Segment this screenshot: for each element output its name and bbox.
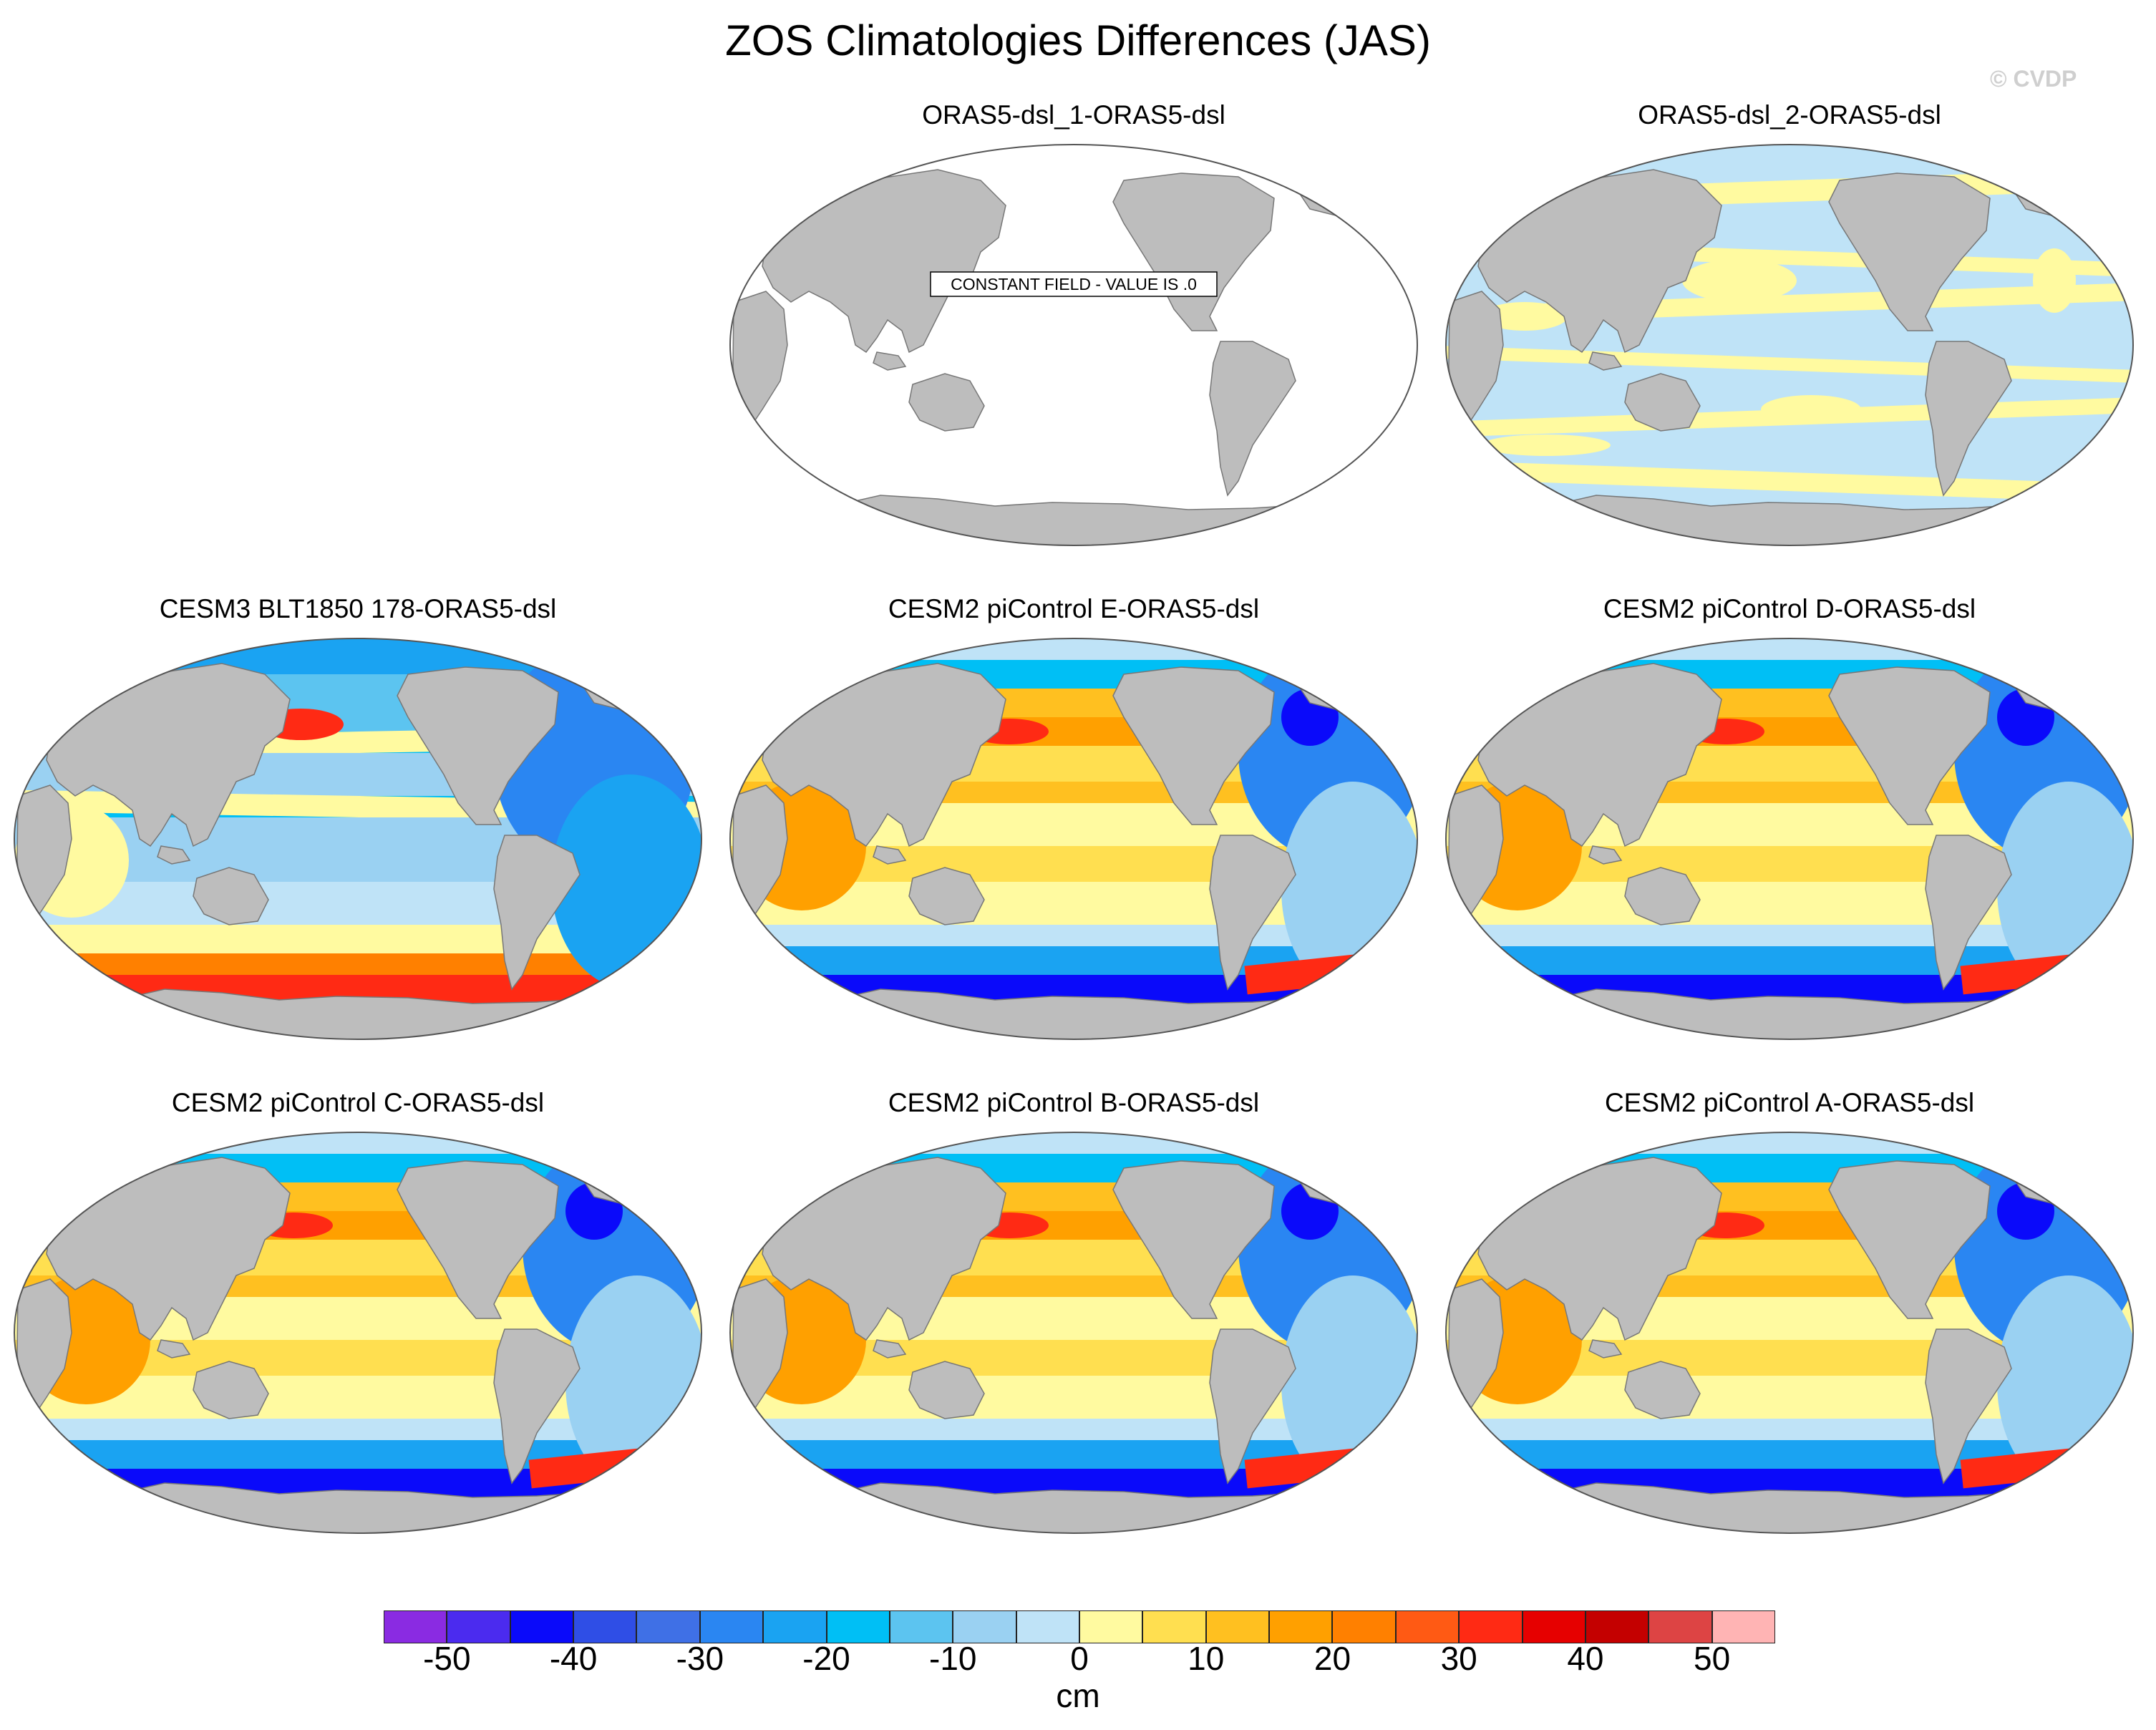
world-map (729, 1132, 1419, 1534)
colorbar-tick-label: 10 (1188, 1640, 1225, 1677)
colorbar-swatch (447, 1610, 510, 1643)
colorbar-swatch (636, 1610, 700, 1643)
map-outline (1444, 638, 2135, 1040)
colorbar-swatch (826, 1610, 890, 1643)
panel-title: CESM2 piControl A-ORAS5-dsl (1604, 1088, 1975, 1117)
panel-title: CESM2 piControl C-ORAS5-dsl (171, 1088, 545, 1117)
ocean-field (730, 145, 1417, 545)
world-map (1444, 638, 2135, 1040)
world-map (729, 638, 1419, 1040)
colorbar-swatch (510, 1610, 574, 1643)
ocean-field (14, 1132, 701, 1533)
ocean-field (1446, 638, 2133, 1039)
ocean-field (730, 1132, 1417, 1533)
map-panel: CESM3 BLT1850 178-ORAS5-dsl (7, 594, 709, 1052)
colorbar-swatch (1585, 1610, 1649, 1643)
colorbar-swatch (1079, 1610, 1143, 1643)
colorbar-swatch (1648, 1610, 1712, 1643)
map-panel: CESM2 piControl D-ORAS5-dsl (1439, 594, 2140, 1052)
map-outline (13, 1132, 703, 1534)
colorbar-swatch (1395, 1610, 1460, 1643)
cvdp-watermark: © CVDP (1990, 66, 2077, 92)
map-panel: CESM2 piControl A-ORAS5-dsl (1439, 1088, 2140, 1546)
colorbar-tick-label: 30 (1440, 1640, 1477, 1677)
colorbar-swatch (1142, 1610, 1206, 1643)
ocean-field (14, 638, 701, 1039)
colorbar-swatch (384, 1610, 447, 1643)
panel-title: CESM2 piControl D-ORAS5-dsl (1603, 594, 1976, 623)
colorbar-tick-label: -30 (676, 1640, 724, 1677)
colorbar-swatch (1332, 1610, 1396, 1643)
map-outline (1444, 1132, 2135, 1534)
world-map (13, 638, 703, 1040)
colorbar-tick-label: -10 (929, 1640, 977, 1677)
world-map (1444, 144, 2135, 546)
ocean-field (1446, 1132, 2133, 1533)
colorbar-tick-label: 20 (1313, 1640, 1351, 1677)
constant-field-note: CONSTANT FIELD - VALUE IS .0 (930, 271, 1218, 297)
panel-title: CESM2 piControl E-ORAS5-dsl (888, 594, 1260, 623)
land-masses (1448, 164, 2085, 545)
colorbar-swatch (573, 1610, 637, 1643)
colorbar-tick-label: -40 (549, 1640, 598, 1677)
colorbar-swatch (953, 1610, 1016, 1643)
colorbar-swatch (1269, 1610, 1333, 1643)
panel-title: ORAS5-dsl_2-ORAS5-dsl (1638, 100, 1941, 130)
colorbar-tick-label: 40 (1567, 1640, 1604, 1677)
map-panel: CESM2 piControl E-ORAS5-dsl (723, 594, 1424, 1052)
world-map: CONSTANT FIELD - VALUE IS .0 (729, 144, 1419, 546)
colorbar-tick-label: -20 (802, 1640, 850, 1677)
colorbar-swatch (1459, 1610, 1523, 1643)
colorbar-swatch (1522, 1610, 1586, 1643)
world-map (13, 1132, 703, 1534)
map-panel: CESM2 piControl B-ORAS5-dsl (723, 1088, 1424, 1546)
map-panel: CESM2 piControl C-ORAS5-dsl (7, 1088, 709, 1546)
colorbar-swatch (763, 1610, 827, 1643)
colorbar-tick-label: 0 (1070, 1640, 1089, 1677)
colorbar-swatch (699, 1610, 764, 1643)
ocean-field (1446, 145, 2133, 545)
colorbar-unit-label: cm (1056, 1677, 1100, 1714)
map-panel: ORAS5-dsl_1-ORAS5-dsl CONSTANT FIELD - VA… (723, 100, 1424, 558)
colorbar-tick-label: 50 (1694, 1640, 1731, 1677)
map-panel: ORAS5-dsl_2-ORAS5-dsl (1439, 100, 2140, 558)
panel-title: CESM2 piControl B-ORAS5-dsl (888, 1088, 1260, 1117)
map-outline (1444, 144, 2135, 546)
panel-title: ORAS5-dsl_1-ORAS5-dsl (922, 100, 1225, 130)
colorbar-swatch (1205, 1610, 1270, 1643)
figure-title: ZOS Climatologies Differences (JAS) (725, 16, 1431, 64)
colorbar-swatch (1016, 1610, 1079, 1643)
map-outline (729, 1132, 1419, 1534)
world-map (1444, 1132, 2135, 1534)
colorbar-swatch (889, 1610, 953, 1643)
colorbar-swatch (1711, 1610, 1775, 1643)
map-outline (729, 638, 1419, 1040)
panel-title: CESM3 BLT1850 178-ORAS5-dsl (159, 594, 557, 623)
map-outline (13, 638, 703, 1040)
colorbar-tick-label: -50 (423, 1640, 471, 1677)
map-outline (729, 144, 1419, 546)
colorbar (384, 1610, 1775, 1643)
land-masses (732, 164, 1369, 545)
svg-text:CONSTANT FIELD - VALUE IS .0: CONSTANT FIELD - VALUE IS .0 (951, 275, 1197, 293)
ocean-field (730, 638, 1417, 1039)
